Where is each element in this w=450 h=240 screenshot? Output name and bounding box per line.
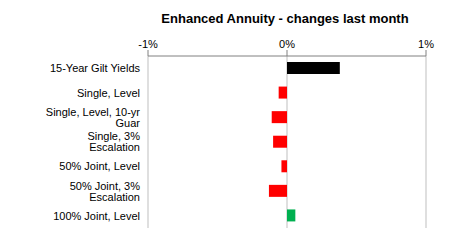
svg-text:1%: 1% bbox=[418, 38, 434, 50]
svg-text:Single, 3%Escalation: Single, 3%Escalation bbox=[87, 130, 140, 153]
html-text:Enhanced Annuity - changes las: Enhanced Annuity - changes last month bbox=[161, 11, 409, 26]
svg-text:15-Year Gilt Yields: 15-Year Gilt Yields bbox=[50, 62, 141, 74]
svg-text:50% Joint, Level: 50% Joint, Level bbox=[59, 160, 140, 172]
svg-text:Single, Level: Single, Level bbox=[77, 87, 140, 99]
svg-text:Single, Level, 10-yrGuar: Single, Level, 10-yrGuar bbox=[46, 106, 140, 129]
svg-text:0%: 0% bbox=[279, 38, 295, 50]
svg-text:-1%: -1% bbox=[138, 38, 158, 50]
svg-text:100% Joint, Level: 100% Joint, Level bbox=[53, 210, 140, 222]
svg-text:50% Joint, 3%Escalation: 50% Joint, 3%Escalation bbox=[70, 180, 141, 203]
